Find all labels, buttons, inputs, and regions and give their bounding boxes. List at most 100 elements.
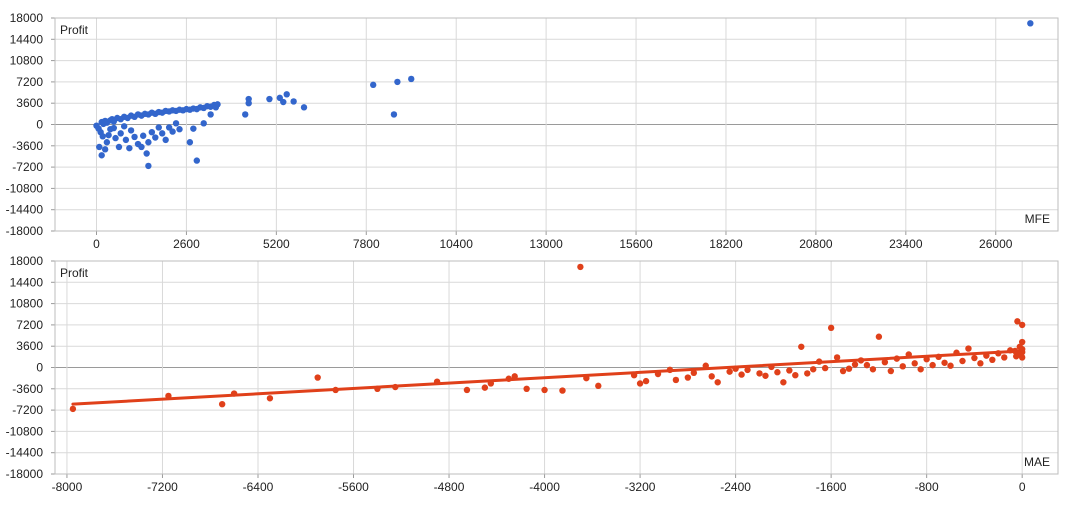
y-tick-label: -7200 bbox=[12, 403, 43, 417]
x-tick-label: 0 bbox=[1019, 480, 1026, 494]
data-point bbox=[559, 387, 566, 394]
data-point bbox=[732, 365, 739, 372]
data-point bbox=[218, 400, 226, 408]
data-point bbox=[266, 95, 273, 103]
data-point bbox=[369, 81, 377, 89]
x-tick-label: -800 bbox=[915, 480, 939, 494]
y-tick-label: 10800 bbox=[10, 54, 44, 68]
data-point bbox=[1015, 350, 1022, 358]
y-tick-label: -14400 bbox=[6, 446, 44, 460]
data-point bbox=[463, 386, 471, 394]
x-tick-label: 26000 bbox=[979, 237, 1013, 251]
data-point bbox=[1018, 345, 1026, 353]
x-tick-label: -7200 bbox=[147, 480, 178, 494]
data-point bbox=[887, 367, 895, 375]
data-point bbox=[193, 157, 201, 164]
data-point bbox=[101, 146, 109, 153]
data-point bbox=[511, 373, 518, 380]
y-tick-label: -3600 bbox=[12, 139, 43, 153]
data-point bbox=[127, 127, 135, 134]
data-point bbox=[390, 111, 398, 118]
x-tick-label: -4800 bbox=[434, 480, 465, 494]
y-tick-label: -10800 bbox=[6, 424, 44, 438]
x-axis-label: MFE bbox=[1025, 212, 1050, 226]
y-axis-label: Profit bbox=[60, 266, 89, 280]
data-point bbox=[684, 374, 692, 381]
x-tick-label: -1600 bbox=[816, 480, 847, 494]
data-point bbox=[162, 136, 169, 144]
data-point bbox=[702, 362, 709, 369]
y-tick-label: -10800 bbox=[6, 181, 44, 195]
data-point bbox=[630, 371, 638, 379]
data-point bbox=[827, 324, 835, 332]
data-point bbox=[929, 361, 936, 369]
data-point bbox=[762, 372, 769, 379]
data-point bbox=[1014, 318, 1021, 325]
x-tick-label: 0 bbox=[93, 237, 100, 251]
data-point bbox=[786, 367, 793, 374]
data-point bbox=[577, 263, 584, 271]
data-point bbox=[839, 367, 847, 375]
data-point bbox=[176, 126, 183, 133]
data-point bbox=[1018, 338, 1026, 346]
data-point bbox=[935, 353, 942, 361]
data-point bbox=[103, 139, 111, 146]
data-point bbox=[300, 104, 308, 111]
data-point bbox=[965, 345, 972, 352]
data-point bbox=[959, 357, 966, 365]
data-point bbox=[851, 361, 859, 368]
data-point bbox=[857, 357, 865, 364]
data-point bbox=[505, 375, 512, 382]
data-point bbox=[726, 368, 733, 375]
y-tick-label: 0 bbox=[36, 361, 43, 375]
data-point bbox=[654, 370, 662, 378]
data-point bbox=[768, 363, 775, 371]
x-tick-label: 20800 bbox=[799, 237, 833, 251]
data-point bbox=[863, 361, 871, 369]
chart-panel-2: 18000 14400 10800 7200 3600 0 -3600 -7200 -10800… bbox=[6, 254, 1059, 494]
data-point bbox=[266, 395, 274, 402]
y-tick-label: -18000 bbox=[6, 467, 44, 481]
data-point bbox=[1007, 347, 1014, 354]
data-point bbox=[120, 123, 128, 130]
y-tick-label: -14400 bbox=[6, 203, 44, 217]
data-point bbox=[798, 343, 805, 350]
data-point bbox=[905, 351, 912, 358]
data-point bbox=[212, 104, 220, 111]
x-tick-label: -4000 bbox=[529, 480, 560, 494]
data-point bbox=[911, 360, 918, 367]
x-tick-label: 15600 bbox=[619, 237, 653, 251]
y-tick-label: 14400 bbox=[10, 32, 44, 46]
data-point bbox=[983, 352, 990, 359]
data-point bbox=[815, 358, 823, 365]
data-point bbox=[989, 356, 996, 364]
data-point bbox=[283, 91, 290, 98]
x-tick-label: 18200 bbox=[709, 237, 743, 251]
data-point bbox=[893, 355, 901, 362]
y-tick-label: 18000 bbox=[10, 254, 44, 268]
data-point bbox=[112, 134, 119, 142]
data-point bbox=[190, 125, 197, 132]
data-point bbox=[774, 369, 781, 376]
data-point bbox=[186, 139, 194, 146]
data-point bbox=[374, 385, 381, 392]
y-axis-label: Profit bbox=[60, 23, 89, 37]
x-tick-label: 10400 bbox=[440, 237, 474, 251]
data-point bbox=[122, 136, 130, 144]
y-tick-label: 0 bbox=[36, 118, 43, 132]
data-point bbox=[159, 130, 166, 137]
data-point bbox=[143, 150, 150, 157]
data-point bbox=[117, 130, 124, 137]
x-tick-label: 23400 bbox=[889, 237, 923, 251]
data-point bbox=[433, 378, 441, 385]
data-point bbox=[804, 370, 811, 377]
y-tick-label: 3600 bbox=[16, 339, 43, 353]
data-point bbox=[595, 382, 602, 390]
data-point bbox=[332, 386, 339, 394]
data-point bbox=[200, 120, 207, 127]
y-tick-label: 3600 bbox=[16, 96, 43, 110]
trend-line bbox=[71, 349, 1024, 406]
data-point bbox=[821, 364, 829, 372]
data-point bbox=[152, 134, 159, 141]
data-point bbox=[126, 144, 133, 152]
